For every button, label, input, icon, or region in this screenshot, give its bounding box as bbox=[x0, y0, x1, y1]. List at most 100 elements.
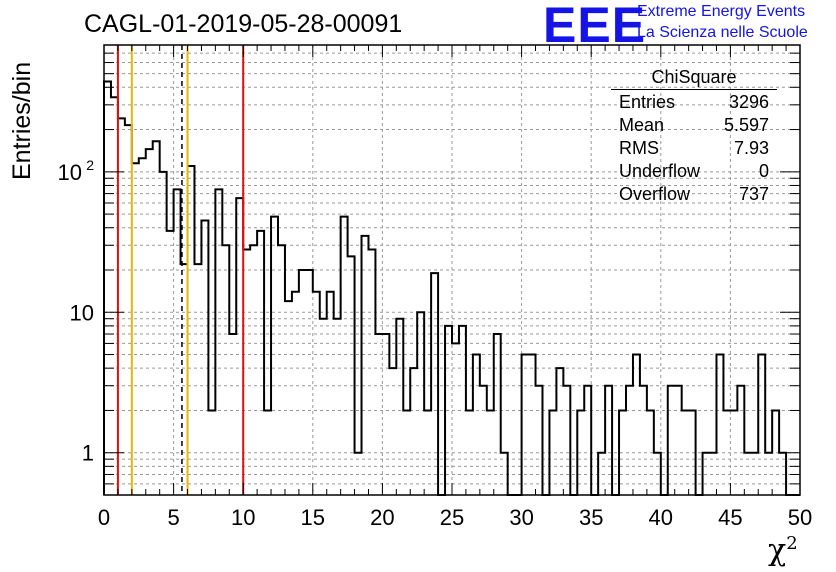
histogram-bin bbox=[668, 386, 675, 495]
histogram-bin bbox=[375, 334, 382, 495]
histogram-bin bbox=[459, 326, 466, 495]
histogram-bin bbox=[382, 334, 389, 495]
histogram-bin bbox=[208, 410, 215, 495]
histogram-bin bbox=[654, 453, 661, 495]
histogram-bin bbox=[389, 368, 396, 495]
x-tick-label: 30 bbox=[509, 505, 533, 530]
histogram-bin bbox=[494, 334, 501, 495]
histogram-bin bbox=[758, 355, 765, 495]
histogram-bin bbox=[299, 270, 306, 495]
histogram-bin bbox=[222, 245, 229, 495]
stats-row-mean: Mean 5.597 bbox=[619, 115, 769, 135]
x-tick-label: 5 bbox=[167, 505, 179, 530]
histogram-bin bbox=[341, 217, 348, 495]
histogram-bin bbox=[563, 386, 570, 495]
histogram-bin bbox=[765, 453, 772, 495]
y-tick-exponent: 2 bbox=[86, 157, 94, 173]
histogram-bin bbox=[779, 453, 786, 495]
histogram-bin bbox=[104, 81, 111, 495]
histogram-bin bbox=[257, 231, 264, 495]
histogram-bin bbox=[278, 245, 285, 495]
stats-box: ChiSquare Entries 3296 Mean 5.597 RMS 7.93 … bbox=[611, 67, 777, 207]
y-tick-label: 10 bbox=[70, 300, 94, 325]
histogram-bin bbox=[710, 453, 717, 495]
histogram-bin bbox=[327, 292, 334, 495]
histogram-bin bbox=[626, 386, 633, 495]
histogram-bin bbox=[549, 410, 556, 495]
histogram-bin bbox=[355, 453, 362, 495]
histogram-bin bbox=[598, 453, 605, 495]
chart-title: CAGL-01-2019-05-28-00091 bbox=[84, 10, 403, 38]
histogram-bin bbox=[320, 319, 327, 495]
histogram-bin bbox=[633, 355, 640, 495]
stats-row-entries: Entries 3296 bbox=[619, 92, 769, 112]
x-tick-label: 35 bbox=[579, 505, 603, 530]
histogram-bin bbox=[194, 264, 201, 495]
histogram-bin bbox=[132, 163, 139, 495]
histogram-bin bbox=[410, 368, 417, 495]
x-tick-label: 0 bbox=[98, 505, 110, 530]
stats-row-overflow: Overflow 737 bbox=[619, 184, 769, 204]
histogram-bin bbox=[188, 166, 195, 495]
histogram-bin bbox=[480, 386, 487, 495]
x-tick-label: 20 bbox=[370, 505, 394, 530]
histogram-bin bbox=[215, 189, 222, 495]
x-tick-label: 50 bbox=[788, 505, 812, 530]
histogram-bin bbox=[689, 410, 696, 495]
histogram-bin bbox=[313, 292, 320, 495]
histogram-bin bbox=[640, 386, 647, 495]
histogram-bin bbox=[751, 453, 758, 495]
histogram-bin bbox=[264, 410, 271, 495]
histogram-bin bbox=[250, 245, 257, 495]
histogram-bin bbox=[556, 368, 563, 495]
histogram-bin bbox=[271, 217, 278, 495]
histogram-bin bbox=[501, 453, 508, 495]
marker-lines bbox=[116, 45, 245, 495]
histogram-bin bbox=[368, 249, 375, 495]
histogram-bin bbox=[452, 343, 459, 495]
histogram-bin bbox=[285, 301, 292, 495]
eee-logo: EEE bbox=[543, 0, 647, 53]
histogram-bin bbox=[125, 125, 132, 495]
x-tick-label: 10 bbox=[231, 505, 255, 530]
x-tick-label: 40 bbox=[649, 505, 673, 530]
histogram-bin bbox=[473, 355, 480, 495]
histogram-bin bbox=[396, 319, 403, 495]
histogram-bin bbox=[737, 386, 744, 495]
histogram-bin bbox=[348, 256, 355, 495]
logo-line-1: Extreme Energy Events bbox=[637, 3, 806, 20]
histogram-bin bbox=[167, 231, 174, 495]
histogram-bin bbox=[466, 410, 473, 495]
histogram-bin bbox=[417, 312, 424, 495]
histogram-bin bbox=[431, 273, 438, 495]
histogram-bin bbox=[174, 189, 181, 495]
histogram-bin bbox=[403, 410, 410, 495]
histogram-bin bbox=[522, 355, 529, 495]
histogram-bin bbox=[118, 118, 125, 495]
plot-frame bbox=[103, 44, 801, 496]
histogram-bin bbox=[236, 198, 243, 495]
stats-row-rms: RMS 7.93 bbox=[619, 138, 769, 158]
histogram-bin bbox=[160, 172, 167, 495]
histogram-bin bbox=[584, 386, 591, 495]
histogram-bin bbox=[424, 410, 431, 495]
histogram-bin bbox=[682, 410, 689, 495]
histogram-bin bbox=[487, 410, 494, 495]
histogram-bin bbox=[772, 410, 779, 495]
x-tick-label: 25 bbox=[440, 505, 464, 530]
stats-row-underflow: Underflow 0 bbox=[619, 161, 769, 181]
histogram-bin bbox=[577, 410, 584, 495]
y-tick-label: 10 bbox=[58, 160, 82, 185]
histogram-bin bbox=[292, 292, 299, 495]
histogram-bin bbox=[445, 326, 452, 495]
histogram-bin bbox=[536, 386, 543, 495]
histogram-bin bbox=[153, 141, 160, 495]
histogram-bin bbox=[730, 410, 737, 495]
histogram-bin bbox=[201, 221, 208, 495]
histogram-bin bbox=[647, 410, 654, 495]
histogram-bin bbox=[723, 410, 730, 495]
histogram-bin bbox=[605, 386, 612, 495]
histogram-bin bbox=[716, 355, 723, 495]
histogram-bin bbox=[229, 334, 236, 495]
